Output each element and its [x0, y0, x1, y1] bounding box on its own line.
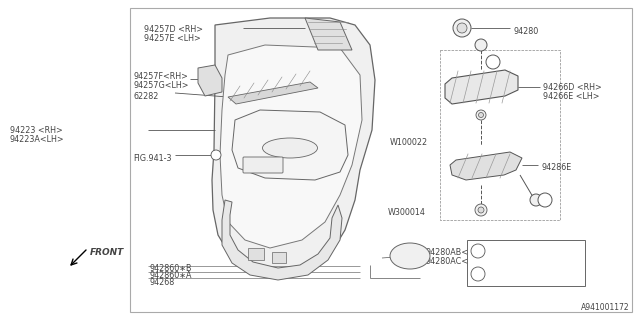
Circle shape — [453, 19, 471, 37]
Polygon shape — [450, 152, 522, 180]
FancyBboxPatch shape — [243, 157, 283, 173]
Circle shape — [475, 204, 487, 216]
Circle shape — [479, 113, 483, 117]
Text: 94257G<LH>: 94257G<LH> — [133, 81, 189, 90]
Polygon shape — [228, 82, 318, 104]
Ellipse shape — [390, 243, 430, 269]
Circle shape — [486, 55, 500, 69]
Text: 94257F<RH>: 94257F<RH> — [133, 72, 188, 81]
Text: 94268: 94268 — [150, 278, 175, 287]
Polygon shape — [305, 18, 352, 50]
Text: 94223 <RH>: 94223 <RH> — [10, 126, 63, 135]
Text: 94266E <LH>: 94266E <LH> — [543, 92, 600, 101]
Text: 62282: 62282 — [133, 92, 158, 101]
Bar — [272, 252, 286, 263]
Text: 94266D <RH>: 94266D <RH> — [543, 83, 602, 92]
Text: 0451S∗B: 0451S∗B — [494, 271, 531, 280]
Text: W100022: W100022 — [390, 138, 428, 147]
Text: 2: 2 — [476, 271, 480, 277]
Polygon shape — [220, 45, 362, 248]
Ellipse shape — [262, 138, 317, 158]
Text: 94223A<LH>: 94223A<LH> — [10, 135, 65, 144]
Circle shape — [457, 23, 467, 33]
Text: FIG.941-3: FIG.941-3 — [133, 154, 172, 163]
Circle shape — [471, 244, 485, 258]
Text: 0451S∗A: 0451S∗A — [494, 248, 531, 257]
Polygon shape — [445, 70, 518, 104]
Circle shape — [478, 207, 484, 213]
Bar — [248, 248, 264, 260]
Text: 1: 1 — [476, 248, 480, 254]
Text: 2: 2 — [491, 59, 495, 65]
Text: FRONT: FRONT — [90, 248, 124, 257]
Circle shape — [471, 267, 485, 281]
Text: 94280AB<RH>: 94280AB<RH> — [425, 248, 486, 257]
Text: 94257D <RH>: 94257D <RH> — [144, 25, 203, 34]
Circle shape — [211, 150, 221, 160]
Circle shape — [530, 194, 542, 206]
Circle shape — [475, 39, 487, 51]
Text: 94280AC<LH>: 94280AC<LH> — [425, 257, 485, 266]
Text: 1: 1 — [543, 197, 547, 203]
Polygon shape — [232, 110, 348, 180]
Circle shape — [476, 110, 486, 120]
Text: W300014: W300014 — [388, 208, 426, 217]
Polygon shape — [212, 18, 375, 278]
Text: 942860∗B: 942860∗B — [150, 264, 193, 273]
Text: 94257E <LH>: 94257E <LH> — [144, 34, 201, 43]
Polygon shape — [198, 65, 222, 96]
Text: 942860∗A: 942860∗A — [150, 271, 193, 280]
Text: 94286E: 94286E — [541, 163, 572, 172]
Circle shape — [538, 193, 552, 207]
Bar — [130, 8, 632, 312]
Bar — [467, 240, 585, 286]
Text: 94280: 94280 — [513, 27, 538, 36]
Polygon shape — [222, 200, 342, 280]
Text: A941001172: A941001172 — [581, 303, 630, 312]
